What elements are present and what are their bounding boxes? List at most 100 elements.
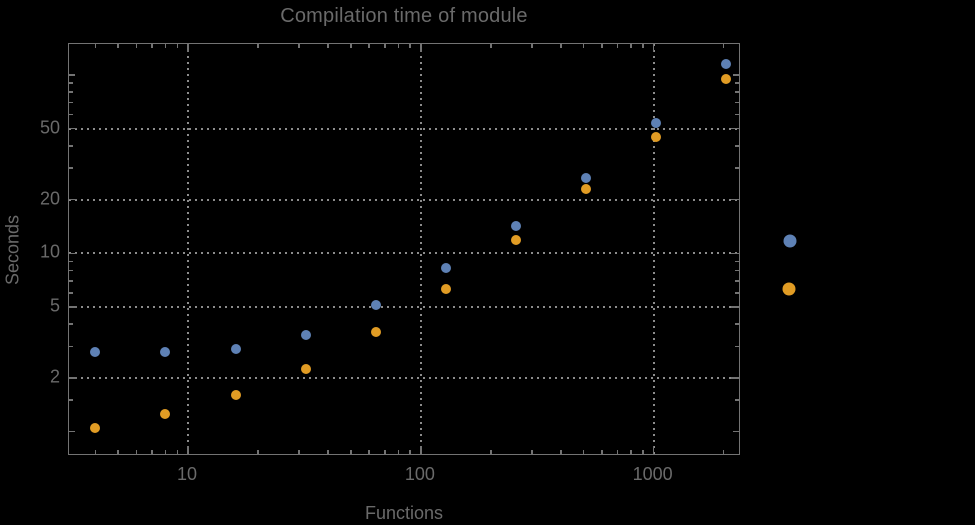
data-point-series-2: [721, 73, 732, 84]
data-point-series-1: [230, 344, 241, 355]
x-tick: [652, 446, 655, 454]
x-tick: [164, 44, 167, 48]
y-tick-label: 2: [49, 366, 60, 387]
y-tick: [69, 91, 73, 93]
gridline-horizontal: [69, 127, 739, 130]
y-tick: [735, 292, 739, 294]
y-tick-label: 20: [39, 188, 60, 209]
gridline-horizontal: [69, 376, 739, 379]
y-tick: [735, 167, 739, 169]
x-tick: [601, 450, 603, 454]
y-tick: [735, 399, 739, 401]
x-tick: [652, 44, 655, 52]
y-tick: [69, 377, 77, 379]
y-tick: [731, 198, 739, 201]
y-tick: [69, 306, 77, 308]
x-tick: [187, 44, 189, 52]
x-tick: [409, 450, 411, 454]
data-point-series-1: [651, 117, 662, 128]
y-tick-label: 5: [49, 295, 60, 316]
x-tick: [327, 450, 329, 454]
data-point-series-1: [721, 59, 732, 70]
data-point-series-1: [90, 346, 101, 357]
x-tick: [722, 450, 725, 454]
x-tick: [151, 44, 153, 48]
x-tick: [368, 44, 370, 48]
y-tick-label: 50: [39, 117, 60, 138]
y-tick: [69, 127, 77, 130]
data-point-series-2: [651, 131, 662, 142]
y-tick: [69, 113, 73, 116]
x-tick: [94, 44, 97, 48]
y-tick: [731, 306, 739, 308]
x-tick: [397, 450, 400, 454]
gridline-vertical: [419, 44, 422, 454]
data-point-series-1: [370, 300, 381, 311]
y-tick: [69, 252, 77, 254]
x-tick: [531, 450, 533, 454]
y-tick-label: 10: [39, 241, 60, 262]
x-tick: [490, 450, 492, 454]
y-tick: [735, 260, 739, 263]
y-tick: [735, 113, 739, 116]
gridline-vertical: [187, 44, 190, 454]
y-tick: [735, 91, 739, 93]
x-tick: [642, 44, 644, 48]
x-tick: [582, 450, 585, 454]
x-tick: [298, 450, 300, 454]
x-tick: [630, 44, 632, 48]
data-point-series-2: [440, 284, 451, 295]
data-point-series-2: [160, 409, 171, 420]
y-tick: [69, 430, 75, 433]
x-tick: [151, 450, 153, 454]
y-tick: [733, 430, 739, 433]
y-tick: [69, 269, 73, 272]
x-tick: [490, 44, 492, 48]
x-tick: [420, 446, 422, 454]
x-tick: [642, 450, 644, 454]
y-tick: [731, 252, 739, 254]
x-tick: [409, 44, 411, 48]
data-point-series-2: [510, 235, 521, 246]
y-tick: [69, 145, 73, 147]
y-tick: [69, 345, 73, 348]
y-tick: [69, 167, 73, 169]
x-tick: [582, 44, 585, 48]
x-tick: [722, 44, 725, 48]
y-tick: [731, 377, 739, 379]
data-point-series-2: [90, 422, 101, 433]
x-tick: [117, 44, 119, 48]
x-tick: [616, 44, 619, 48]
y-tick: [735, 82, 739, 84]
y-tick: [733, 74, 739, 76]
x-tick: [397, 44, 400, 48]
x-tick: [117, 450, 119, 454]
x-tick-label: 10: [177, 464, 198, 484]
gridline-horizontal: [69, 252, 739, 255]
y-tick: [735, 269, 739, 272]
legend-marker-series-2: [782, 282, 796, 296]
x-tick: [135, 44, 138, 48]
y-tick: [69, 101, 73, 104]
chart-title: Compilation time of module: [280, 5, 528, 27]
y-tick: [735, 101, 739, 104]
x-tick: [176, 44, 179, 48]
gridline-horizontal: [69, 198, 739, 201]
data-point-series-1: [580, 172, 591, 183]
y-tick: [69, 323, 73, 325]
x-tick-label: 1000: [632, 464, 673, 484]
x-tick: [94, 450, 97, 454]
x-tick: [601, 44, 603, 48]
gridline-vertical: [652, 44, 655, 454]
x-tick: [384, 450, 386, 454]
y-tick: [735, 145, 739, 147]
data-point-series-1: [440, 262, 451, 273]
y-tick: [69, 260, 73, 263]
x-tick: [257, 44, 259, 48]
x-tick: [350, 450, 352, 454]
x-tick: [616, 450, 619, 454]
data-point-series-1: [160, 346, 171, 357]
data-point-series-1: [510, 220, 521, 231]
x-axis-label: Functions: [364, 503, 444, 523]
